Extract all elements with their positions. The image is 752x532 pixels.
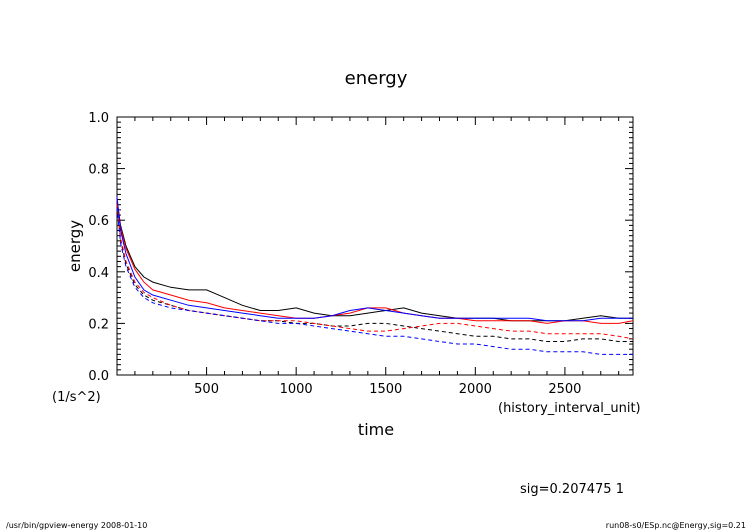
y-axis-label: energy bbox=[66, 220, 84, 272]
series-line-5 bbox=[116, 204, 634, 340]
x-tick-label: 2000 bbox=[459, 382, 492, 397]
x-tick-label: 1500 bbox=[369, 382, 402, 397]
plot-area bbox=[116, 116, 634, 376]
y-tick-label: 0.0 bbox=[88, 369, 109, 384]
series-line-6 bbox=[116, 207, 633, 355]
footer-right: run08-s0/ESp.nc@Energy,sig=0.21 bbox=[606, 521, 746, 530]
y-tick-label: 0.4 bbox=[88, 266, 109, 281]
series-line-3 bbox=[116, 196, 633, 322]
x-tick-label: 2500 bbox=[548, 382, 581, 397]
y-tick-label: 1.0 bbox=[88, 111, 109, 126]
footer-left: /usr/bin/gpview-energy 2008-01-10 bbox=[6, 521, 147, 530]
axis-ticks bbox=[117, 116, 633, 376]
x-tick-labels: 500 1000 1500 2000 2500 bbox=[194, 382, 581, 397]
x-axis-label: time bbox=[358, 420, 394, 439]
series-lines bbox=[116, 196, 634, 355]
y-tick-label: 0.2 bbox=[88, 317, 109, 332]
y-tick-labels: 0.0 0.2 0.4 0.6 0.8 1.0 bbox=[88, 111, 109, 384]
y-axis-units: (1/s^2) bbox=[52, 390, 101, 405]
x-tick-label: 1000 bbox=[280, 382, 313, 397]
y-tick-label: 0.8 bbox=[88, 163, 109, 178]
x-tick-label: 500 bbox=[194, 382, 219, 397]
series-line-1 bbox=[116, 199, 633, 322]
y-tick-label: 0.6 bbox=[88, 214, 109, 229]
sig-annotation: sig=0.207475 1 bbox=[520, 482, 624, 497]
chart-title: energy bbox=[345, 68, 408, 89]
series-line-4 bbox=[116, 204, 633, 342]
plot-frame bbox=[116, 116, 634, 376]
x-axis-units: (history_interval_unit) bbox=[498, 401, 641, 416]
series-line-2 bbox=[116, 199, 634, 324]
